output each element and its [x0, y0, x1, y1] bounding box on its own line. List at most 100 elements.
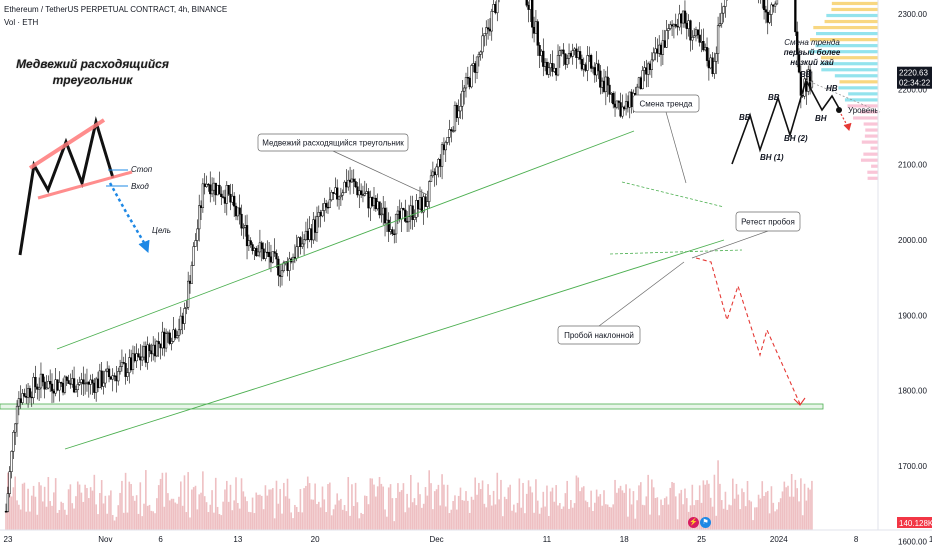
- candle-body: [617, 100, 620, 103]
- volume-bar: [115, 516, 118, 530]
- candle-body: [591, 67, 595, 69]
- volume-bar: [595, 489, 598, 530]
- volume-bar: [8, 473, 11, 530]
- candle-body: [540, 50, 543, 56]
- candle-body: [396, 210, 400, 215]
- volume-bar: [557, 505, 559, 530]
- volume-bar: [235, 477, 237, 530]
- volume-bar: [246, 501, 248, 530]
- candle-body: [382, 207, 385, 215]
- candle-body: [529, 0, 532, 10]
- volume-bar: [798, 501, 800, 530]
- volume-bar: [421, 507, 423, 530]
- volume-bar: [141, 516, 143, 530]
- candle-body: [678, 13, 681, 28]
- volume-bar: [249, 512, 252, 530]
- candle-body: [164, 333, 168, 349]
- profile-bar: [815, 44, 878, 48]
- volume-bar: [150, 510, 153, 530]
- candle-body: [153, 344, 157, 357]
- mini-label: ВВ: [768, 93, 780, 102]
- volume-bar: [761, 481, 764, 530]
- candle-body: [398, 210, 401, 220]
- volume-bar: [106, 513, 108, 530]
- volume-bar: [757, 494, 760, 530]
- pattern-callout-pointer: [332, 150, 429, 196]
- candle-body: [442, 144, 446, 151]
- profile-bar: [844, 98, 878, 102]
- volume-bar: [202, 471, 204, 530]
- candle-body: [709, 57, 712, 69]
- candle-body: [718, 23, 722, 26]
- candle-body: [260, 242, 263, 250]
- candle-body: [420, 197, 423, 213]
- candle-body: [464, 77, 468, 89]
- candle-body: [567, 53, 571, 59]
- candle-body: [174, 329, 177, 338]
- volume-bar: [494, 504, 497, 530]
- volume-bar: [776, 509, 778, 530]
- candle-body: [680, 13, 683, 24]
- volume-bar: [562, 506, 565, 530]
- volume-bar: [301, 512, 304, 530]
- volume-bar: [781, 491, 784, 530]
- candle-body: [242, 227, 245, 229]
- candle-body: [700, 41, 703, 43]
- candle-body: [23, 393, 26, 397]
- candle-body: [187, 280, 190, 308]
- volume-bar: [270, 489, 272, 530]
- candle-body: [691, 37, 694, 41]
- volume-bar: [354, 482, 357, 530]
- volume-bar: [470, 496, 473, 530]
- volume-bar: [548, 515, 550, 530]
- volume-bar: [713, 474, 716, 530]
- candle-body: [472, 63, 475, 66]
- volume-bar: [479, 489, 482, 530]
- volume-bar: [43, 486, 46, 530]
- candle-body: [223, 197, 227, 204]
- candle-body: [347, 179, 350, 188]
- volume-bar: [476, 494, 478, 530]
- volume-bar: [393, 521, 396, 530]
- candle-body: [459, 105, 462, 112]
- candle-body: [26, 388, 30, 398]
- volume-bar: [389, 484, 392, 530]
- candle-body: [562, 49, 565, 55]
- candle-body: [602, 80, 606, 92]
- x-tick-label: 25: [697, 535, 706, 544]
- volume-bar: [152, 511, 154, 530]
- schematic-upper-line: [28, 118, 106, 170]
- volume-bar: [755, 507, 758, 530]
- candle-body: [496, 0, 499, 14]
- candle-body: [810, 80, 814, 88]
- candle-body: [231, 195, 234, 203]
- volume-bar: [614, 479, 616, 530]
- lightning-icon[interactable]: ⚡: [688, 517, 699, 528]
- volume-bar: [582, 486, 585, 530]
- volume-bar: [99, 493, 101, 530]
- candle-body: [768, 14, 771, 23]
- volume-bar: [292, 518, 294, 530]
- volume-bar: [332, 509, 335, 530]
- mini-label: ВН (1): [760, 153, 784, 162]
- y-tick-label: 1600.00: [898, 537, 927, 546]
- candle-body: [488, 28, 492, 32]
- volume-bar: [135, 495, 138, 530]
- volume-bar: [516, 502, 519, 530]
- volume-bar: [632, 491, 635, 530]
- candle-body: [477, 54, 481, 58]
- volume-bar: [89, 487, 92, 530]
- flag-icon[interactable]: ⚑: [700, 517, 711, 528]
- volume-bar: [671, 481, 673, 530]
- candle-body: [301, 243, 304, 247]
- volume-bar: [273, 518, 276, 530]
- candle-body: [365, 191, 368, 194]
- candle-body: [433, 171, 436, 176]
- volume-bar: [209, 504, 212, 530]
- volume-bar: [625, 484, 627, 530]
- candle-body: [545, 61, 549, 75]
- candle-body: [196, 228, 199, 241]
- x-tick-label: 13: [233, 535, 242, 544]
- volume-bar: [191, 489, 193, 530]
